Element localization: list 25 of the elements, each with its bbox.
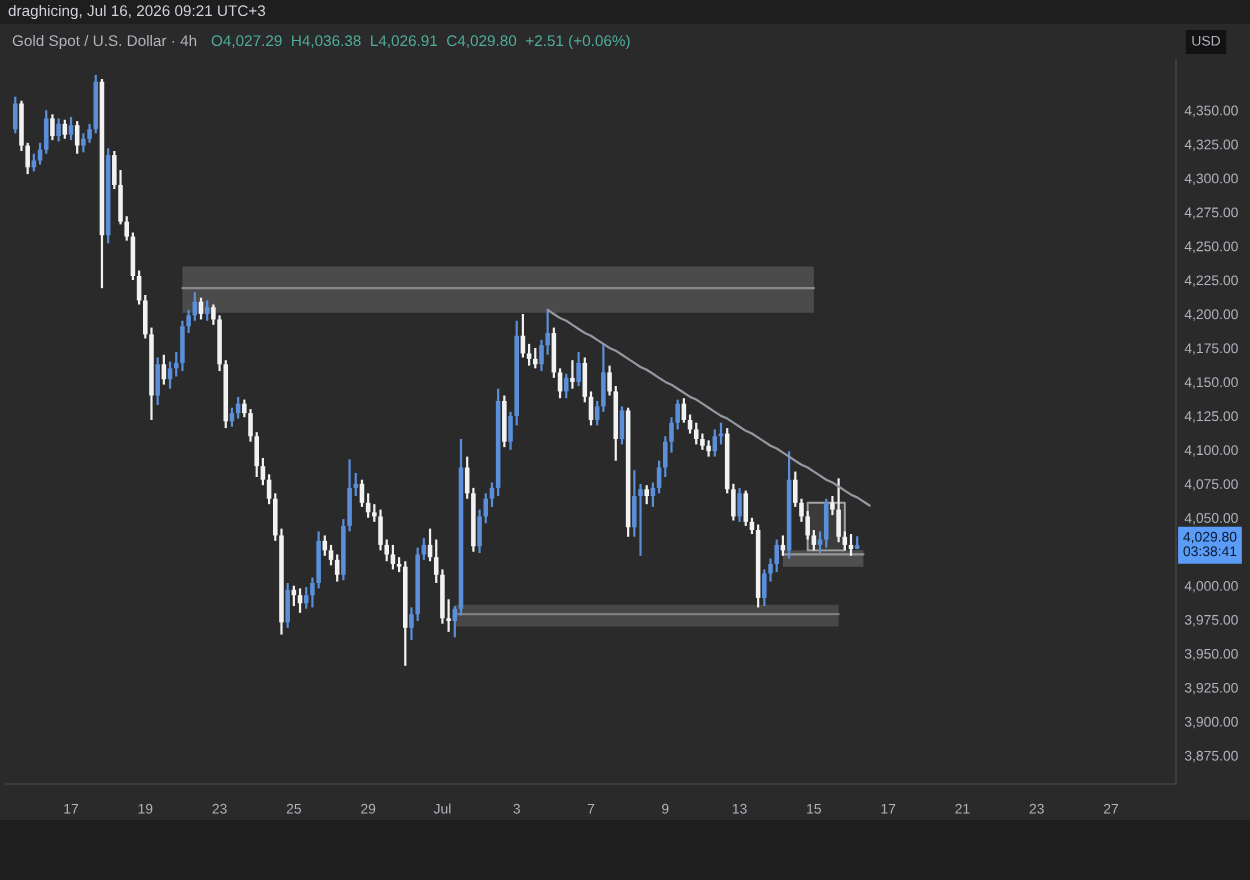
candlestick	[737, 486, 742, 523]
candlestick	[50, 113, 55, 142]
candlestick	[644, 484, 649, 506]
candlestick	[823, 497, 829, 549]
candlestick	[285, 581, 290, 629]
candlestick	[81, 132, 86, 154]
candlestick	[13, 95, 18, 135]
candlestick	[563, 372, 569, 400]
candlestick	[390, 543, 396, 571]
candlestick	[56, 117, 61, 143]
candlestick	[743, 489, 749, 528]
candlestick	[155, 356, 160, 407]
candlestick	[533, 346, 538, 370]
candlestick	[93, 73, 99, 135]
candlestick	[502, 394, 507, 449]
candlestick	[576, 350, 581, 388]
candlestick	[68, 115, 74, 142]
candlestick	[204, 299, 210, 322]
candlestick	[774, 538, 779, 574]
candlestick	[570, 359, 575, 390]
line-series	[546, 308, 871, 507]
candlestick	[74, 120, 80, 155]
candlestick	[303, 585, 309, 610]
candlestick	[693, 421, 699, 446]
candlestick	[836, 477, 841, 544]
